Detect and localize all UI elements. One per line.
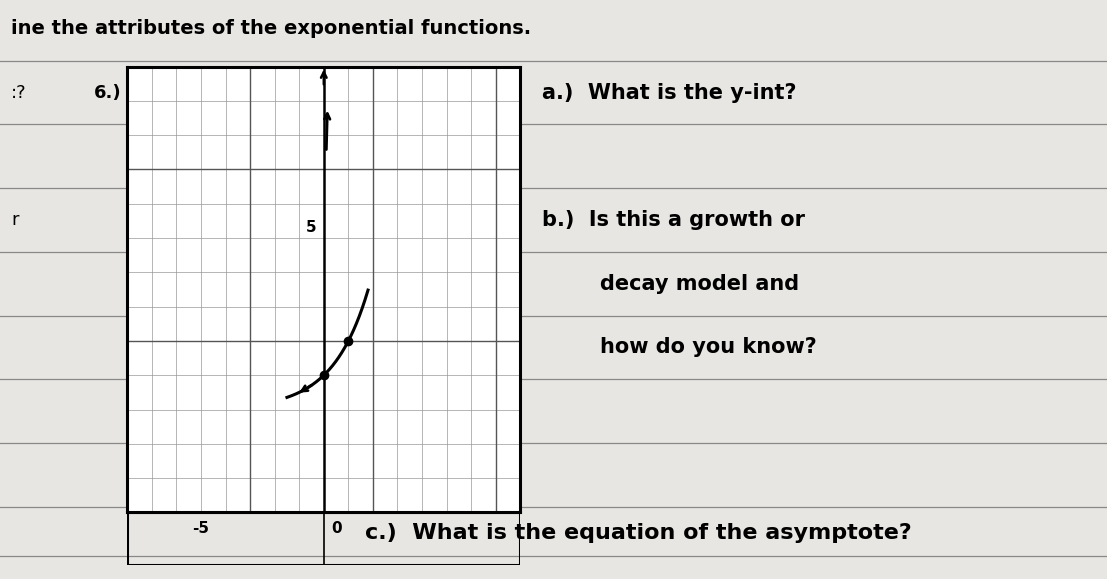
Text: 0: 0 xyxy=(331,521,342,536)
Text: how do you know?: how do you know? xyxy=(542,338,817,357)
Text: :?: :? xyxy=(11,83,27,102)
Text: a.)  What is the y-int?: a.) What is the y-int? xyxy=(542,83,797,102)
Text: 5: 5 xyxy=(306,219,317,234)
Text: r: r xyxy=(11,211,19,229)
Text: 6.): 6.) xyxy=(94,83,122,102)
Text: ine the attributes of the exponential functions.: ine the attributes of the exponential fu… xyxy=(11,20,531,38)
Text: -5: -5 xyxy=(193,521,209,536)
Text: b.)  Is this a growth or: b.) Is this a growth or xyxy=(542,210,806,230)
Text: c.)  What is the equation of the asymptote?: c.) What is the equation of the asymptot… xyxy=(365,523,912,543)
Text: decay model and: decay model and xyxy=(542,274,799,294)
